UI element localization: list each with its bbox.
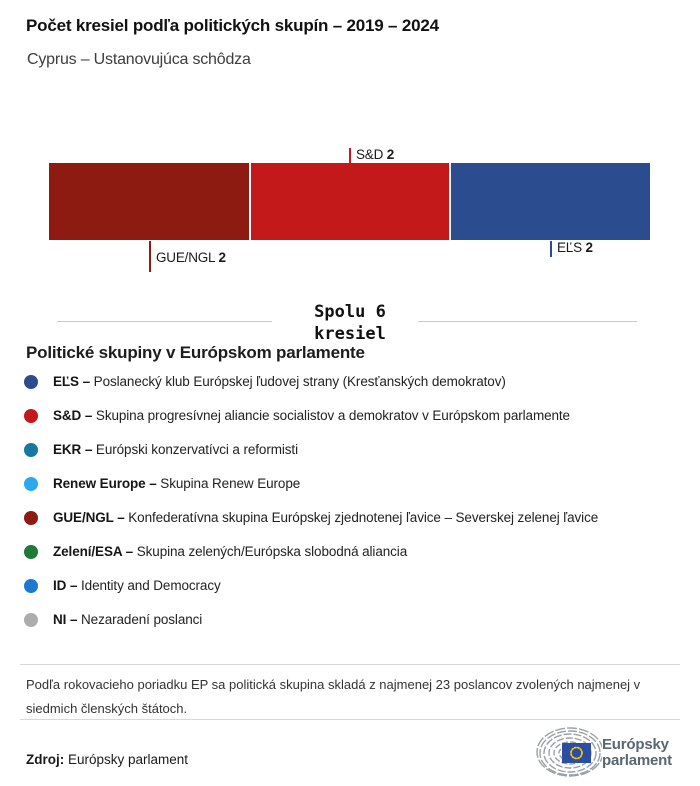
footnote: Podľa rokovacieho poriadku EP sa politic… — [26, 677, 641, 716]
legend-label-ni: NI – Nezaradení poslanci — [53, 612, 202, 627]
legend-dot-sd — [24, 409, 38, 423]
legend-label-id: ID – Identity and Democracy — [53, 578, 221, 593]
divider-top — [20, 664, 680, 665]
legend-desc: Skupina zelených/Európska slobodná alian… — [133, 544, 408, 559]
source-text: Európsky parlament — [64, 752, 189, 767]
legend-abbr: Zelení/ESA – — [53, 544, 134, 559]
callout-label-els: EĽS 2 — [557, 240, 593, 255]
legend-dot-ni — [24, 613, 38, 627]
callout-seats-gue-ngl: 2 — [218, 250, 226, 265]
legend-label-ekr: EKR – Európski konzervatívci a reformist… — [53, 442, 298, 457]
legend-dot-ekr — [24, 443, 38, 457]
logo-line2: parlament — [602, 751, 672, 769]
legend-label-renew: Renew Europe – Skupina Renew Europe — [53, 476, 300, 491]
callout-label-gue-ngl: GUE/NGL 2 — [156, 250, 226, 265]
callout-seats-sd: 2 — [386, 147, 395, 162]
legend-desc: Skupina progresívnej aliancie socialisto… — [92, 408, 570, 423]
callout-group-sd: S&D — [356, 147, 384, 162]
logo-line1: Európsky — [602, 736, 669, 753]
total-rule-left — [57, 321, 272, 322]
bar-segment-sd — [251, 163, 449, 240]
legend-dot-id — [24, 579, 38, 593]
legend-abbr: NI – — [53, 612, 78, 627]
logo-wordmark: Európsky parlament — [602, 737, 672, 768]
legend-abbr: GUE/NGL – — [53, 510, 125, 525]
legend-abbr: EKR – — [53, 442, 93, 457]
legend-heading: Politické skupiny v Európskom parlamente — [26, 343, 365, 362]
total-seats-label: Spolu 6 kresiel — [0, 301, 700, 345]
source-label: Zdroj: — [26, 752, 65, 767]
legend-dot-els — [24, 375, 38, 389]
bar-segment-gue-ngl — [49, 163, 249, 240]
legend-desc: Skupina Renew Europe — [156, 476, 301, 491]
callout-tick-els — [550, 241, 552, 257]
total-rule-right — [418, 321, 637, 322]
source-line: Zdroj: Európsky parlament — [26, 752, 188, 767]
bar-segment-els — [451, 163, 650, 240]
legend-dot-renew — [24, 477, 38, 491]
callout-tick-sd — [349, 148, 351, 163]
legend-abbr: ID – — [53, 578, 78, 593]
callout-group-els: EĽS — [557, 240, 582, 255]
eu-stars-icon — [570, 746, 583, 760]
legend-dot-zeleni-esa — [24, 545, 38, 559]
divider-bottom — [20, 719, 680, 720]
legend-desc: Nezaradení poslanci — [77, 612, 203, 627]
legend-desc: Konfederatívna skupina Európskej zjednot… — [124, 510, 599, 525]
legend-label-sd: S&D – Skupina progresívnej aliancie soci… — [53, 408, 570, 423]
callout-seats-els: 2 — [585, 240, 593, 255]
total-seats-line1: Spolu 6 — [314, 302, 386, 322]
page-subtitle: Cyprus – Ustanovujúca schôdza — [27, 51, 251, 68]
legend-label-els: EĽS – Poslanecký klub Európskej ľudovej … — [53, 374, 506, 389]
european-parliament-logo: Európsky parlament — [528, 726, 678, 778]
callout-group-gue-ngl: GUE/NGL — [156, 250, 215, 265]
total-seats-line2: kresiel — [314, 324, 386, 344]
legend-dot-gue-ngl — [24, 511, 38, 525]
legend-label-zeleni-esa: Zelení/ESA – Skupina zelených/Európska s… — [53, 544, 407, 559]
legend-desc: Európski konzervatívci a reformisti — [92, 442, 298, 457]
page-title: Počet kresiel podľa politických skupín –… — [26, 16, 439, 35]
legend-desc: Identity and Democracy — [77, 578, 221, 593]
eu-flag-icon — [562, 743, 591, 763]
legend-abbr: S&D – — [53, 408, 93, 423]
legend-abbr: Renew Europe – — [53, 476, 157, 491]
hemicycle-icon — [536, 727, 602, 777]
legend-abbr: EĽS – — [53, 374, 91, 389]
legend-desc: Poslanecký klub Európskej ľudovej strany… — [90, 374, 506, 389]
legend-label-gue-ngl: GUE/NGL – Konfederatívna skupina Európsk… — [53, 510, 598, 525]
callout-tick-gue-ngl — [149, 241, 151, 272]
callout-label-sd: S&D 2 — [356, 147, 394, 162]
